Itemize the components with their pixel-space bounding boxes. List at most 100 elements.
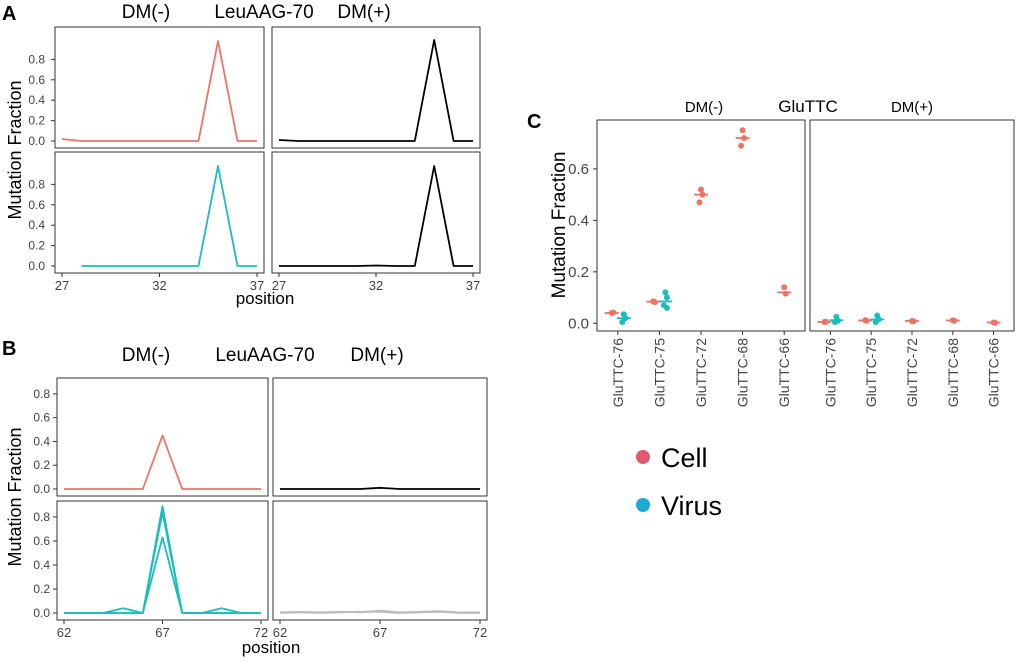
- panel-c-point-cell: [782, 290, 789, 297]
- panel-c-point-cell: [992, 319, 999, 326]
- panel-a-series-line-virus-dm-minus: [81, 165, 257, 267]
- panel-c-point-virus: [663, 294, 670, 301]
- panel-a-facet-frame-virus-dmminus: [54, 151, 265, 274]
- panel-b-y-tick-label: 0.4: [33, 558, 50, 572]
- panel-b-y-tick-label: 0.8: [33, 510, 50, 524]
- panel-b-y-tick-label: 0.2: [33, 458, 50, 472]
- panel-c-point-cell: [699, 191, 706, 198]
- panel-c-x-tick-label: GluTTC-68: [945, 338, 961, 407]
- chart-layer: 0.0 0.2 0.4 0.6 0.8 0.0 0.2 0.4 0.6 0.8 27 32 37 27 32…: [28, 26, 1015, 640]
- panel-c-point-cell: [910, 318, 917, 325]
- panel-b-series-line-cell-dm-plus: [280, 486, 480, 490]
- panel-a-left-title: DM(-): [122, 2, 171, 23]
- panel-a-x-tick-label: 37: [466, 278, 480, 293]
- panel-b-y-tick-label: 0.6: [33, 411, 50, 425]
- panel-b-y-tick-label: 0.0: [33, 606, 50, 620]
- panel-a-y-tick-label: 0.6: [28, 198, 45, 212]
- panel-b-y-axis-label: Mutation Fraction: [5, 427, 25, 566]
- panel-a-series-line-cell-dm-minus: [61, 40, 257, 142]
- panel-b-series-line-virus-dm-minus: [64, 511, 261, 614]
- panel-b-facet-frame-cell-dmplus: [272, 377, 488, 497]
- panel-a-x-tick-label: 27: [55, 278, 69, 293]
- panel-a-x-axis-label: position: [236, 289, 295, 308]
- panel-c-point-virus: [663, 304, 670, 311]
- panel-c-point-cell: [822, 318, 829, 325]
- panel-c-left-title: DM(-): [685, 99, 723, 116]
- panel-c-x-tick-label: GluTTC-72: [904, 338, 920, 407]
- panel-a-facet-frame-cell-dmminus: [54, 26, 265, 149]
- panel-b-y-tick-label: 0.2: [33, 582, 50, 596]
- panel-b-series-line-virus-dm-minus: [64, 505, 261, 614]
- legend-cell-swatch: [636, 450, 650, 464]
- panel-c-x-tick-label: GluTTC-75: [651, 338, 667, 407]
- panel-b-y-tick-label: 0.6: [33, 534, 50, 548]
- panel-c-x-tick-label: GluTTC-76: [610, 338, 626, 407]
- panel-c-point-cell: [610, 309, 617, 316]
- panel-c-point-cell: [863, 317, 870, 324]
- panel-label-a: A: [2, 3, 16, 25]
- panel-c-point-virus: [831, 318, 838, 325]
- panel-a-y-tick-label: 0.4: [28, 93, 45, 107]
- panel-a-y-tick-label: 0.2: [28, 239, 45, 253]
- panel-b-x-tick-label: 62: [57, 625, 71, 640]
- panel-c-y-axis-label: Mutation Fraction: [549, 152, 570, 299]
- panel-c-x-tick-label: GluTTC-72: [693, 338, 709, 407]
- panel-label-c: C: [527, 111, 541, 133]
- panel-b-y-tick-label: 0.0: [33, 482, 50, 496]
- panel-c-y-tick-label: 0.6: [568, 161, 589, 178]
- panel-a-y-tick-label: 0.2: [28, 114, 45, 128]
- legend-virus-label: Virus: [661, 491, 722, 521]
- panel-b-y-tick-label: 0.4: [33, 434, 50, 448]
- panel-b-facet-frame-virus-dmminus: [56, 500, 269, 621]
- panel-b-center-title: LeuAAG-70: [215, 345, 314, 366]
- panel-a-right-title: DM(+): [337, 2, 390, 23]
- panel-a-x-tick-label: 37: [250, 278, 264, 293]
- panel-a-y-tick-label: 0.8: [28, 52, 45, 66]
- panel-c-y-tick-label: 0.4: [568, 212, 589, 229]
- panel-b-facet-frame-virus-dmplus: [272, 500, 488, 621]
- legend-virus-swatch: [636, 498, 650, 512]
- panel-c-point-virus: [662, 289, 669, 296]
- panel-a-y-tick-label: 0.8: [28, 177, 45, 191]
- panel-b-right-title: DM(+): [350, 345, 403, 366]
- panel-c-y-tick-label: 0.2: [568, 264, 589, 281]
- panel-a-y-tick-label: 0.0: [28, 134, 45, 148]
- panel-b-facet-frame-cell-dmminus: [56, 377, 269, 497]
- panel-a-x-tick-label: 32: [369, 278, 383, 293]
- panel-b-left-title: DM(-): [122, 345, 171, 366]
- panel-a-facet-frame-virus-dmplus: [271, 151, 481, 274]
- panel-a-center-title: LeuAAG-70: [214, 2, 313, 23]
- panel-c-point-cell: [739, 127, 746, 134]
- legend-cell-label: Cell: [661, 443, 708, 473]
- panel-a-x-tick-label: 27: [272, 278, 286, 293]
- panel-a-series-line-virus-dm-plus: [279, 165, 473, 267]
- panel-c-point-cell: [781, 284, 788, 291]
- panel-c-x-tick-label: GluTTC-66: [986, 338, 1002, 407]
- panel-a-facet-frame-cell-dmplus: [271, 26, 481, 149]
- panel-a-y-axis-label: Mutation Fraction: [5, 80, 25, 219]
- panel-c-center-title: GluTTC: [778, 97, 838, 116]
- panel-c-point-cell: [696, 199, 703, 206]
- panel-b-series-line-virus-dm-minus: [64, 536, 261, 614]
- panel-a-series-line-cell-dm-plus: [278, 39, 473, 142]
- panel-c-facet-frame-dm-minus: [596, 119, 806, 332]
- panel-label-b: B: [2, 338, 16, 360]
- panel-b-y-tick-label: 0.8: [33, 387, 50, 401]
- panel-a-x-tick-label: 32: [152, 278, 166, 293]
- panel-b-x-tick-label: 62: [273, 625, 287, 640]
- panel-a-y-tick-label: 0.0: [28, 259, 45, 273]
- panel-b-series-line-virus-dm-plus: [279, 610, 480, 614]
- panel-b-x-axis-label: position: [242, 638, 301, 657]
- panel-c-point-cell: [698, 186, 704, 193]
- panel-c-x-tick-label: GluTTC-66: [776, 338, 792, 407]
- panel-c-point-virus: [872, 318, 879, 325]
- panel-b-x-tick-label: 72: [473, 625, 487, 640]
- panel-c-point-cell: [738, 142, 745, 149]
- panel-c-x-tick-label: GluTTC-75: [863, 338, 879, 407]
- panel-c-x-tick-label: GluTTC-68: [735, 338, 751, 407]
- panel-c-point-cell: [951, 317, 958, 324]
- panel-c-x-tick-label: GluTTC-76: [822, 338, 838, 407]
- panel-c-facet-frame-dm-plus: [809, 119, 1015, 332]
- panel-b-x-tick-label: 67: [155, 625, 169, 640]
